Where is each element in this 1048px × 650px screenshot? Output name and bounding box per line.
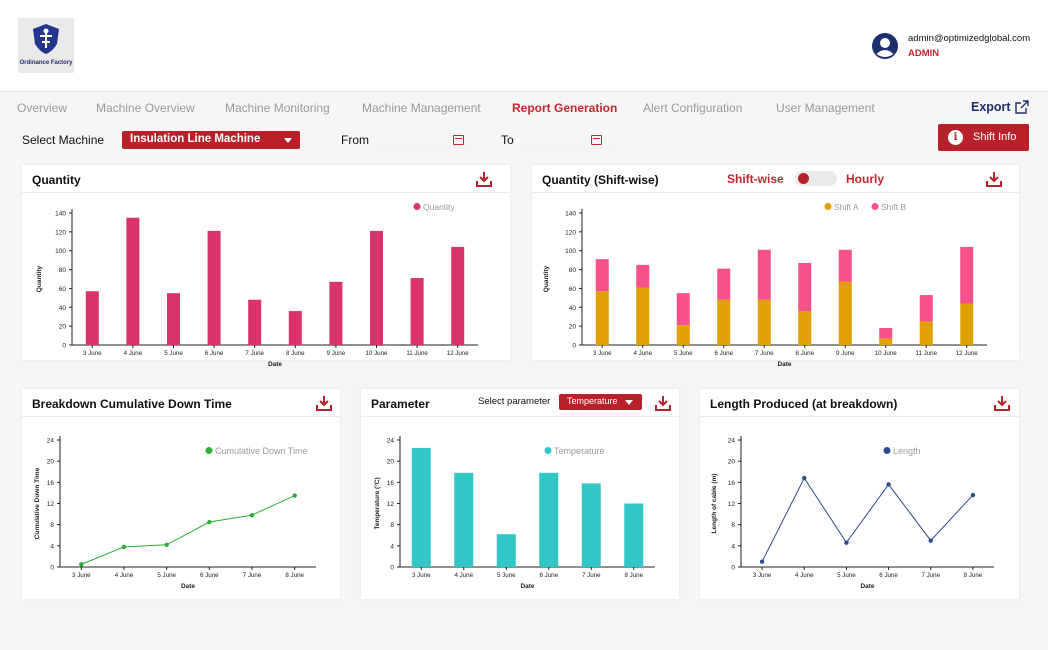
nav-overview[interactable]: Overview [17,101,68,115]
user-avatar-icon[interactable] [871,32,899,60]
quantity-card: Quantity [22,165,510,360]
top-header: Ordinance Factory admin@optimizedglobal.… [0,0,1048,92]
select-machine-label: Select Machine [22,133,105,147]
from-date-input[interactable] [382,131,472,149]
shift-info-button[interactable]: i Shift Info [938,124,1029,151]
download-icon[interactable] [316,395,332,411]
download-icon[interactable] [994,395,1010,411]
export-button[interactable]: Export [971,100,1011,114]
nav-machine-monitoring[interactable]: Machine Monitoring [225,101,330,115]
user-email: admin@optimizedglobal.com [908,33,1031,44]
shiftwise-card: Quantity (Shift-wise) [532,165,1019,360]
toggle-knob [798,173,809,184]
chevron-down-icon [625,400,633,405]
nav-report-generation[interactable]: Report Generation [512,101,618,115]
to-label: To [501,133,514,147]
downtime-card: Breakdown Cumulative Down Time [22,389,340,599]
length-card: Length Produced (at breakdown) [700,389,1019,599]
card-title: Parameter [371,397,430,411]
nav-machine-overview[interactable]: Machine Overview [96,101,195,115]
to-date-input[interactable] [520,131,610,149]
card-title: Quantity [32,173,81,187]
machine-select-value: Insulation Line Machine [130,133,261,145]
divider [22,416,340,417]
download-icon[interactable] [655,395,671,411]
download-icon[interactable] [986,171,1002,187]
download-icon[interactable] [476,171,492,187]
shift-hourly-toggle[interactable] [795,171,837,186]
divider [532,192,1019,193]
logo-text: Ordinance Factory [19,60,73,66]
x-axis-label: Date [268,361,282,368]
divider [700,416,1019,417]
card-title: Breakdown Cumulative Down Time [32,397,232,411]
brand-logo[interactable]: Ordinance Factory [18,18,74,73]
emblem-icon [33,24,59,54]
info-icon: i [948,130,963,145]
nav-machine-management[interactable]: Machine Management [362,101,481,115]
main-nav: Overview Machine Overview Machine Monito… [0,92,1048,124]
chevron-down-icon [284,138,292,143]
toggle-hourly-label[interactable]: Hourly [846,172,885,186]
select-parameter-label: Select parameter [478,396,551,407]
machine-select[interactable]: Insulation Line Machine [122,131,300,149]
external-link-icon[interactable] [1015,100,1029,114]
x-axis-label: Date [777,361,791,368]
shift-info-label: Shift Info [973,131,1017,143]
calendar-icon[interactable] [591,135,602,145]
nav-alert-configuration[interactable]: Alert Configuration [643,101,743,115]
parameter-select[interactable]: Temperature [559,394,642,410]
from-label: From [341,133,369,147]
divider [361,416,679,417]
card-title: Quantity (Shift-wise) [542,173,659,187]
divider [22,192,510,193]
user-role: ADMIN [908,48,940,59]
toggle-shiftwise-label[interactable]: Shift-wise [727,172,784,186]
parameter-select-value: Temperature [567,396,618,406]
card-title: Length Produced (at breakdown) [710,397,898,411]
nav-user-management[interactable]: User Management [776,101,875,115]
calendar-icon[interactable] [453,135,464,145]
parameter-card: Parameter [361,389,679,599]
